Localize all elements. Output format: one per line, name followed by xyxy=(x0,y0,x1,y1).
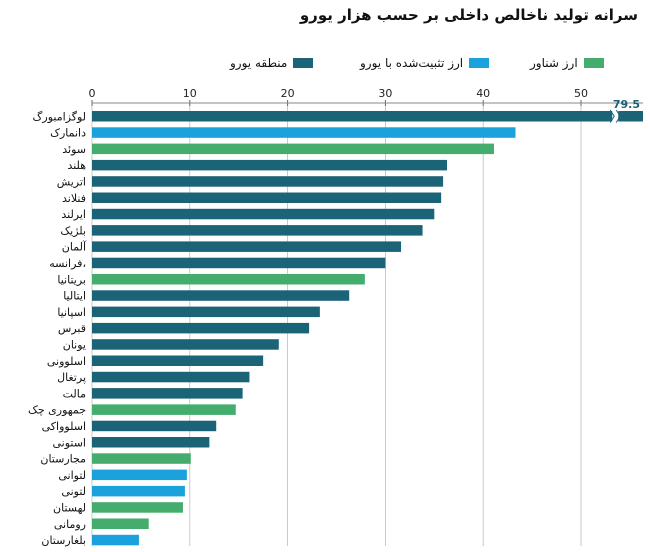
bar-18 xyxy=(92,404,236,415)
category-label-23: لتونی xyxy=(61,485,86,498)
bar-6 xyxy=(92,208,435,220)
category-label-25: رومانی xyxy=(54,518,86,531)
category-label-4: اتریش xyxy=(57,175,86,188)
axis-break-mark-right xyxy=(615,109,621,123)
legend-swatch-floating xyxy=(583,58,604,68)
category-label-2: سوئد xyxy=(62,143,86,156)
category-label-19: اسلوواکی xyxy=(42,420,86,433)
bar-3 xyxy=(92,159,448,171)
bar-4 xyxy=(92,176,444,187)
bar-0 xyxy=(92,111,643,122)
bar-2 xyxy=(92,143,494,155)
category-label-18: جمهوری چک xyxy=(28,404,86,417)
bar-10 xyxy=(92,274,365,285)
axis-break-gap xyxy=(612,110,619,123)
value-label-0: 79.5 xyxy=(613,98,640,111)
category-label-24: لهستان xyxy=(53,501,86,514)
chart-title: سرانه تولید ناخالص داخلی بر حسب هزار یور… xyxy=(299,6,638,24)
legend-item-euro: منطقه یورو xyxy=(230,56,314,70)
bar-19 xyxy=(92,420,217,432)
category-label-15: اسلوونی xyxy=(47,355,86,368)
tick-label-x-20: 20 xyxy=(281,87,295,100)
tick-label-x-30: 30 xyxy=(378,87,392,100)
legend: منطقه یورو ارز تثبیت‌شده با یورو ارز شنا… xyxy=(210,56,610,78)
legend-label-pegged: ارز تثبیت‌شده با یورو xyxy=(360,56,464,70)
category-label-16: پرتغال xyxy=(57,371,86,384)
bar-17 xyxy=(92,388,243,399)
bar-13 xyxy=(92,322,310,334)
category-label-7: بلژیک xyxy=(60,224,86,237)
category-label-11: ایتالیا xyxy=(63,290,86,303)
bar-22 xyxy=(92,469,187,481)
tick-label-x-0: 0 xyxy=(89,87,96,100)
category-label-26: بلغارستان xyxy=(41,534,86,547)
category-label-12: اسپانیا xyxy=(57,306,86,319)
category-label-22: لتوانی xyxy=(58,469,86,482)
bar-26 xyxy=(92,534,139,546)
bar-7 xyxy=(92,225,423,236)
legend-swatch-pegged xyxy=(469,58,490,68)
category-label-0: لوگزامبورگ xyxy=(33,110,86,123)
category-label-14: یونان xyxy=(63,338,86,351)
category-label-20: استونی xyxy=(52,436,86,449)
category-label-9: فرانسه، xyxy=(49,257,86,270)
bar-23 xyxy=(92,485,185,497)
legend-label-floating: ارز شناور xyxy=(530,56,578,70)
bar-5 xyxy=(92,192,442,203)
bar-8 xyxy=(92,241,402,252)
legend-item-pegged: ارز تثبیت‌شده با یورو xyxy=(360,56,490,70)
legend-swatch-euro xyxy=(293,58,314,68)
category-label-21: مجارستان xyxy=(40,453,86,466)
tick-label-x-40: 40 xyxy=(476,87,490,100)
bar-20 xyxy=(92,437,210,448)
legend-label-euro: منطقه یورو xyxy=(230,56,288,70)
category-label-6: ایرلند xyxy=(61,208,86,221)
legend-item-floating: ارز شناور xyxy=(530,56,604,70)
category-label-3: هلند xyxy=(67,159,86,172)
bar-15 xyxy=(92,355,264,366)
bar-12 xyxy=(92,306,320,318)
bar-9 xyxy=(92,257,386,269)
tick-label-x-10: 10 xyxy=(183,87,197,100)
category-label-1: دانمارک xyxy=(50,127,86,140)
category-label-10: بریتانیا xyxy=(57,273,86,286)
category-label-5: فنلاند xyxy=(62,192,86,205)
bar-1 xyxy=(92,127,516,138)
bar-21 xyxy=(92,453,191,464)
category-label-8: آلمان xyxy=(62,240,87,254)
category-label-17: مالت xyxy=(63,387,87,400)
bar-16 xyxy=(92,371,250,383)
bar-24 xyxy=(92,502,183,513)
tick-label-x-50: 50 xyxy=(574,87,588,100)
category-label-13: قبرس xyxy=(58,322,86,335)
bar-14 xyxy=(92,339,279,350)
bar-25 xyxy=(92,518,149,529)
bar-11 xyxy=(92,290,350,301)
axis-break-mark-left xyxy=(609,109,615,123)
